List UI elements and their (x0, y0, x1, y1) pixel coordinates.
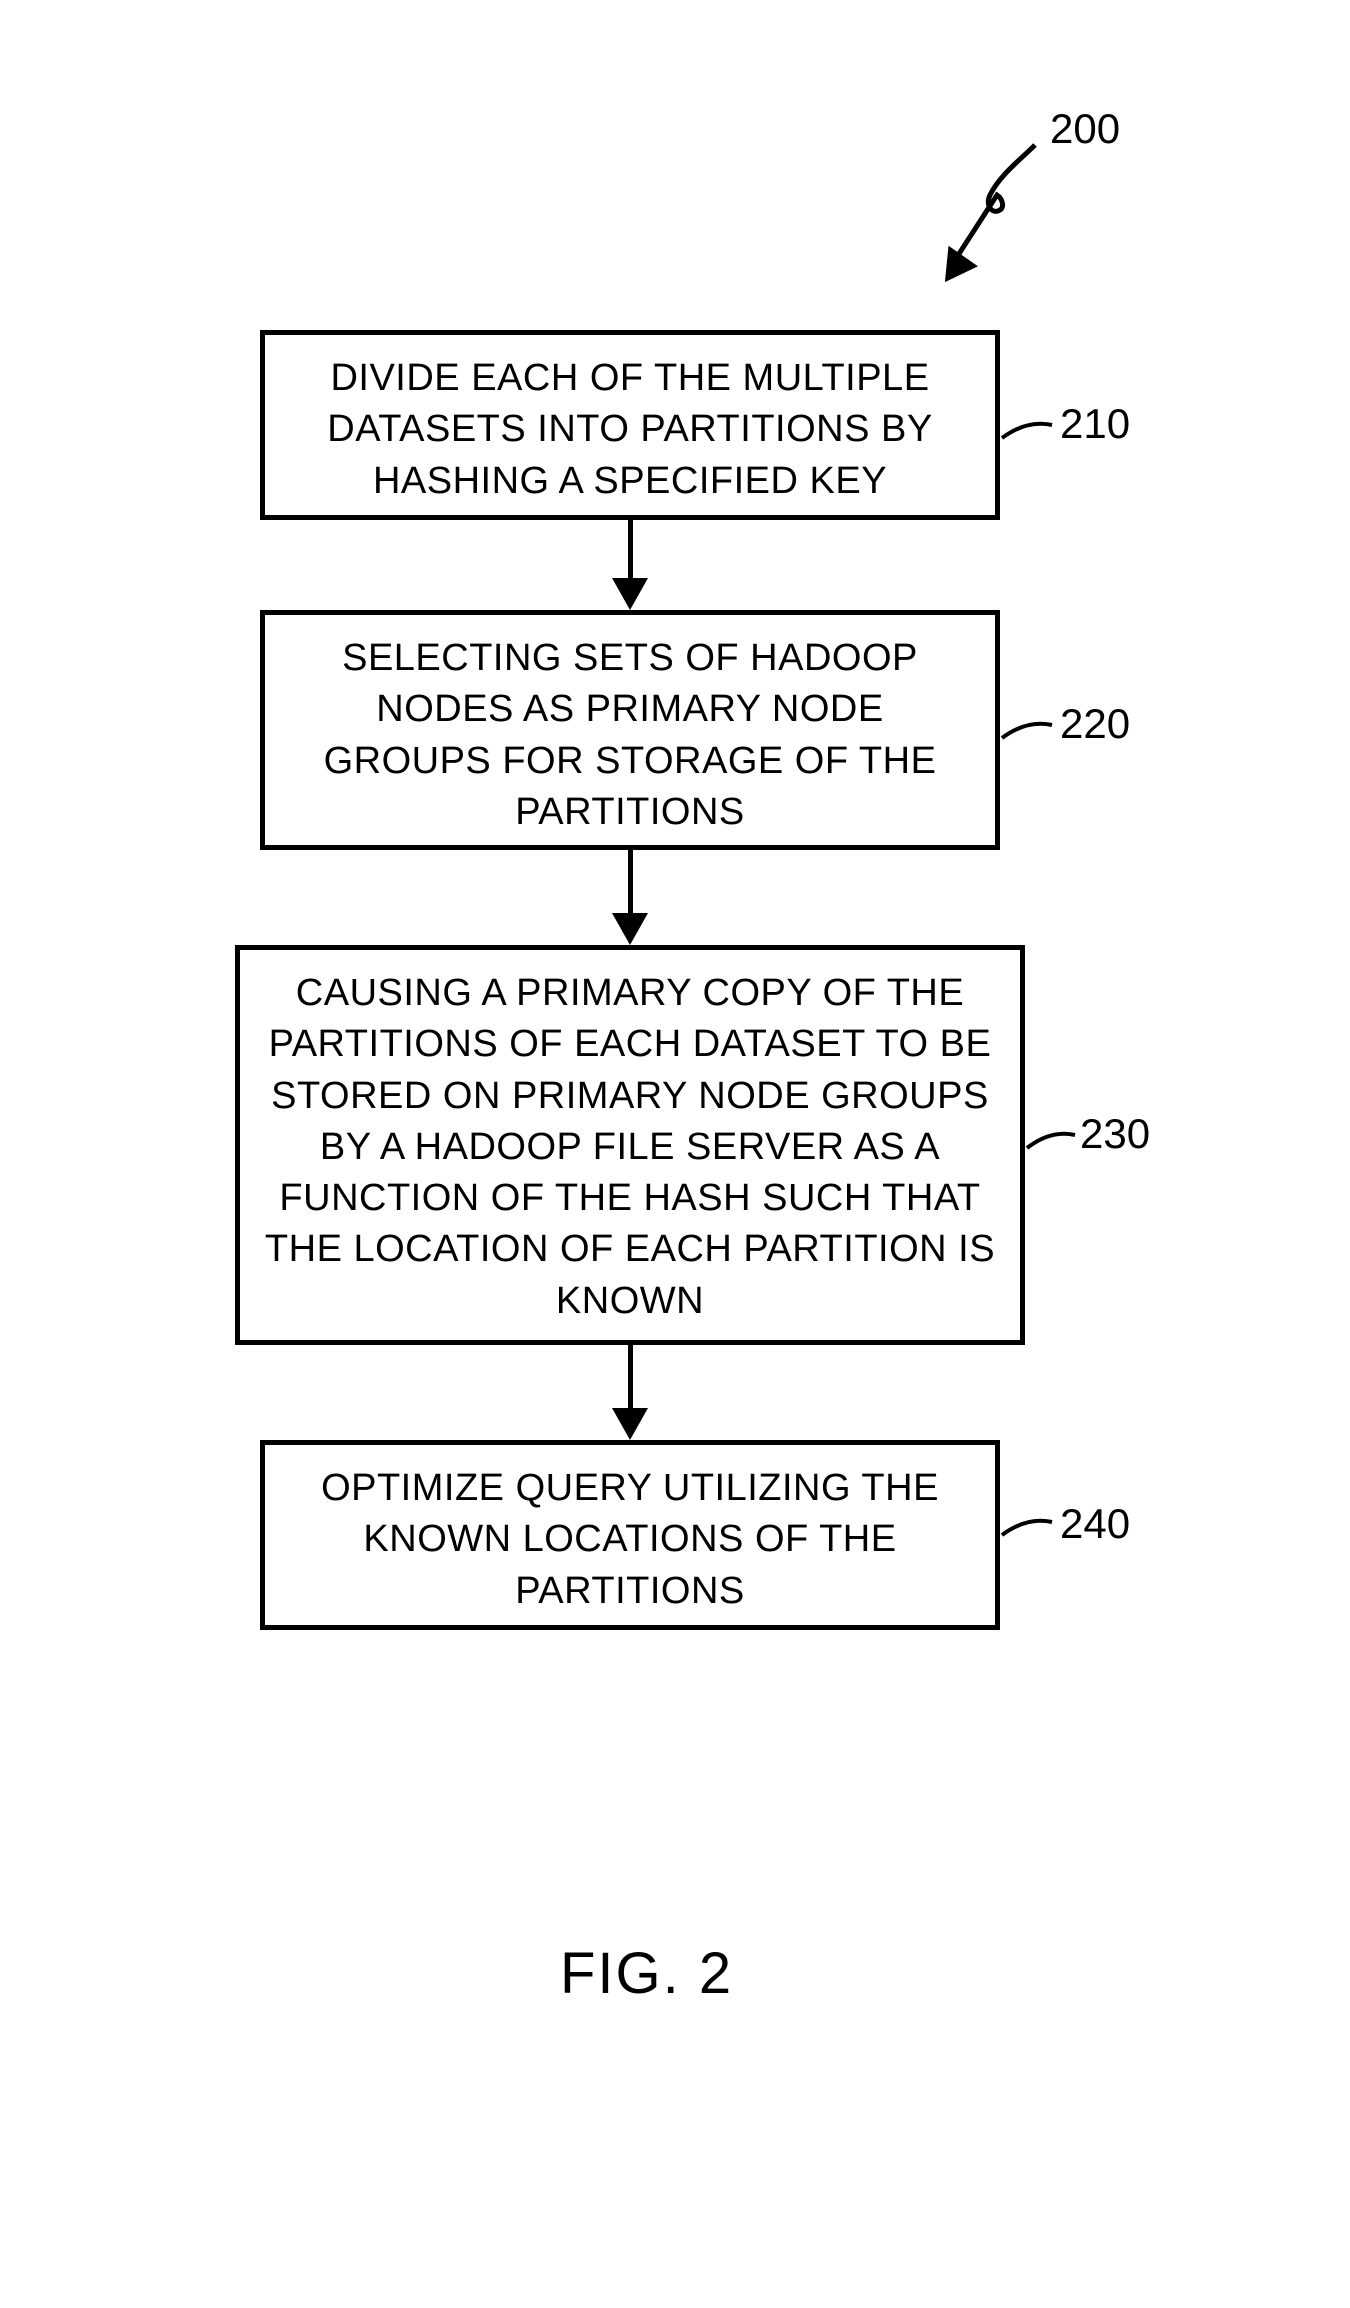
flow-arrow-line (628, 850, 633, 917)
diagram-reference-label: 200 (1050, 105, 1120, 153)
step-ref-210: 210 (1060, 400, 1130, 448)
flow-arrow-head (612, 1408, 648, 1440)
flow-step-2: SELECTING SETS OF HADOOP NODES AS PRIMAR… (260, 610, 1000, 850)
flow-arrow-head (612, 913, 648, 945)
step-ref-230: 230 (1080, 1110, 1150, 1158)
flow-arrow-line (628, 520, 633, 582)
step-ref-220: 220 (1060, 700, 1130, 748)
figure-caption: FIG. 2 (560, 1940, 733, 2007)
step-ref-240: 240 (1060, 1500, 1130, 1548)
flow-arrow-line (628, 1345, 633, 1412)
flow-step-3: CAUSING A PRIMARY COPY OF THE PARTITIONS… (235, 945, 1025, 1345)
flow-step-4: OPTIMIZE QUERY UTILIZING THE KNOWN LOCAT… (260, 1440, 1000, 1630)
flow-step-1: DIVIDE EACH OF THE MULTIPLE DATASETS INT… (260, 330, 1000, 520)
flow-arrow-head (612, 578, 648, 610)
